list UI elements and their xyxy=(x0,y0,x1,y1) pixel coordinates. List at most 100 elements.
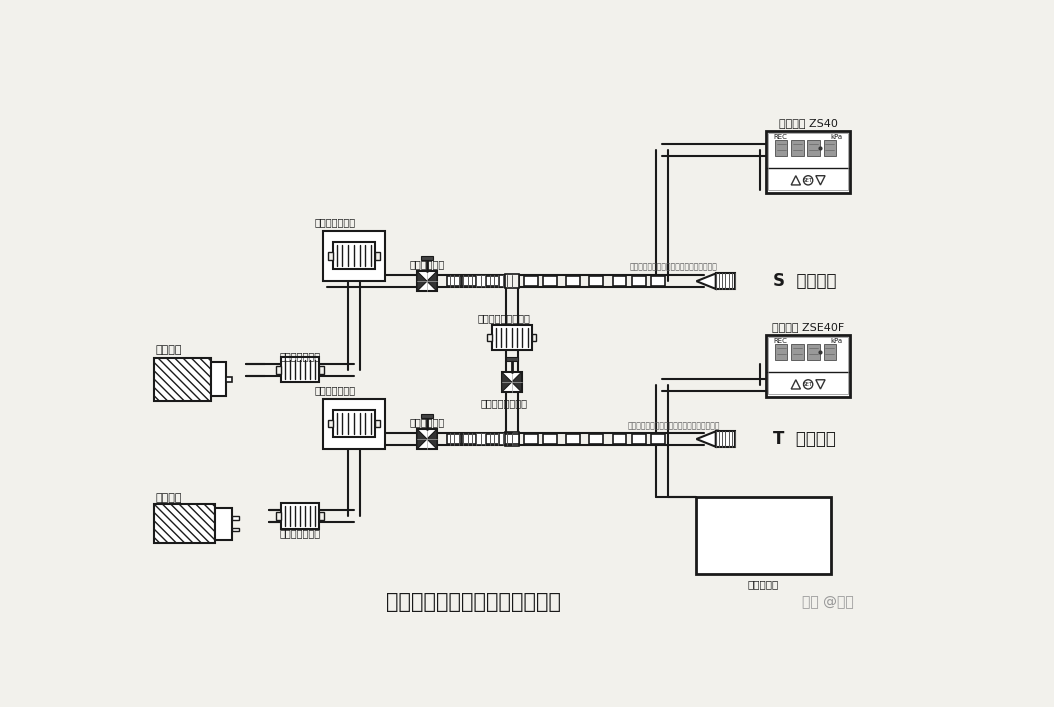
Text: 动压控制气阀: 动压控制气阀 xyxy=(409,417,445,427)
Bar xyxy=(421,256,433,260)
Bar xyxy=(463,276,476,286)
Bar xyxy=(375,420,379,428)
Bar xyxy=(280,503,319,529)
Bar xyxy=(215,508,233,540)
Bar xyxy=(276,366,280,373)
Bar xyxy=(269,510,354,522)
Bar xyxy=(506,281,518,439)
Text: 动压气泵: 动压气泵 xyxy=(156,493,182,503)
Bar xyxy=(328,252,333,259)
Bar xyxy=(486,434,500,444)
Bar xyxy=(417,271,437,291)
Bar xyxy=(491,325,531,350)
Bar xyxy=(280,357,319,382)
Bar xyxy=(543,276,558,286)
Text: 动压储气罐: 动压储气罐 xyxy=(748,579,779,589)
Bar xyxy=(348,439,360,516)
Bar xyxy=(697,497,832,574)
Bar xyxy=(348,281,360,370)
Bar xyxy=(154,505,215,543)
Text: T  动压接口: T 动压接口 xyxy=(774,430,837,448)
Bar xyxy=(807,344,820,360)
Bar xyxy=(212,363,226,397)
Text: SET: SET xyxy=(803,382,814,387)
Bar xyxy=(716,431,735,447)
Bar xyxy=(716,274,735,289)
Bar xyxy=(656,385,668,439)
Bar xyxy=(766,131,851,192)
Bar xyxy=(768,337,848,395)
Bar xyxy=(505,432,519,446)
Bar xyxy=(450,433,511,445)
Bar xyxy=(651,276,665,286)
Text: kPa: kPa xyxy=(831,134,843,140)
Bar xyxy=(823,140,836,156)
Bar xyxy=(662,433,704,445)
Polygon shape xyxy=(427,271,437,291)
Bar xyxy=(233,527,238,532)
Bar xyxy=(506,356,518,361)
Text: 静压气瓶: 静压气瓶 xyxy=(156,346,182,356)
Bar xyxy=(447,434,461,444)
Bar xyxy=(792,344,803,360)
Bar xyxy=(543,434,558,444)
Bar xyxy=(524,434,538,444)
Bar xyxy=(766,335,851,397)
Text: 知乎 @贺军: 知乎 @贺军 xyxy=(801,595,854,609)
Bar xyxy=(463,434,476,444)
Bar xyxy=(487,334,491,341)
Text: 动压排气电磁阀: 动压排气电磁阀 xyxy=(314,385,355,395)
Text: 动、静压互通电磁阀: 动、静压互通电磁阀 xyxy=(477,313,530,323)
Bar xyxy=(447,276,461,286)
Bar xyxy=(531,334,536,341)
Bar xyxy=(323,399,385,449)
Bar xyxy=(333,410,375,437)
Polygon shape xyxy=(417,429,427,449)
Text: 动压显示 ZSE40F: 动压显示 ZSE40F xyxy=(772,322,844,332)
Bar xyxy=(269,510,292,522)
Bar xyxy=(327,275,662,287)
Text: 动压控制电磁阀: 动压控制电磁阀 xyxy=(279,528,320,538)
Bar xyxy=(760,364,772,385)
Text: S  静压接口: S 静压接口 xyxy=(774,272,837,290)
Text: REC: REC xyxy=(774,134,787,140)
Text: 静压控制电磁阀: 静压控制电磁阀 xyxy=(279,351,320,362)
Text: SET: SET xyxy=(803,178,814,183)
Bar xyxy=(375,252,379,259)
Bar xyxy=(662,379,766,391)
Bar xyxy=(505,274,519,288)
Bar xyxy=(524,276,538,286)
Bar xyxy=(323,231,385,281)
Text: 动压、静压气路控制原理示意图: 动压、静压气路控制原理示意图 xyxy=(386,592,561,612)
Bar xyxy=(348,247,360,281)
Text: 静压输出接口（连接到被测气孔静压接口）: 静压输出接口（连接到被测气孔静压接口） xyxy=(629,263,718,271)
Bar xyxy=(631,434,646,444)
Text: 动系统出接口（连接到被测气孔动压接管中）: 动系统出接口（连接到被测气孔动压接管中） xyxy=(627,421,720,431)
Text: REC: REC xyxy=(774,338,787,344)
Bar xyxy=(502,372,522,392)
Bar xyxy=(486,276,500,286)
Bar xyxy=(656,151,668,281)
Bar xyxy=(319,512,324,520)
Text: 静压显示 ZS40: 静压显示 ZS40 xyxy=(779,118,838,129)
Bar xyxy=(612,276,626,286)
Bar xyxy=(589,434,603,444)
Bar xyxy=(807,140,820,156)
Bar xyxy=(566,434,580,444)
Bar xyxy=(792,140,803,156)
Bar xyxy=(154,358,212,401)
Bar xyxy=(631,276,646,286)
Bar xyxy=(662,144,766,156)
Bar xyxy=(417,429,437,449)
Bar xyxy=(566,276,580,286)
Bar xyxy=(612,434,626,444)
Circle shape xyxy=(803,380,813,389)
Bar xyxy=(775,140,787,156)
Bar xyxy=(246,363,354,376)
Bar xyxy=(656,439,668,497)
Text: kPa: kPa xyxy=(831,338,843,344)
Bar xyxy=(589,276,603,286)
Bar xyxy=(662,275,704,287)
Bar xyxy=(775,344,787,360)
Bar xyxy=(450,275,511,287)
